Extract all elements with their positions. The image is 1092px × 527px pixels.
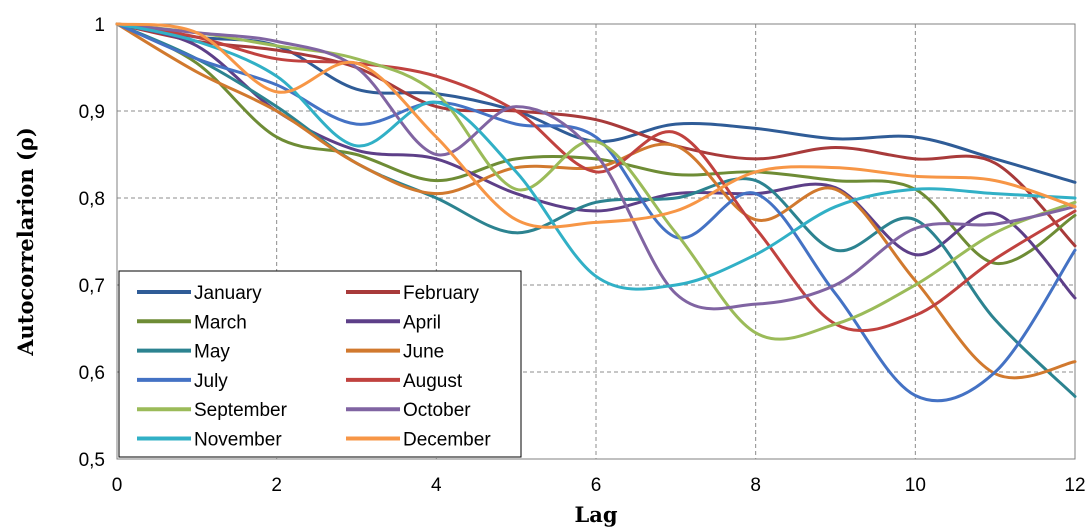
legend: January February March April May June July Augu… — [118, 270, 522, 458]
legend-label-november: November — [194, 430, 282, 451]
legend-box — [118, 270, 522, 458]
y-axis-title: Autocorrelarion (ρ) — [13, 127, 38, 357]
y-tick-label: 0,7 — [79, 276, 105, 297]
series-line-march — [115, 22, 1077, 265]
series-line-september — [115, 22, 1077, 341]
series-line-october — [115, 22, 1077, 311]
x-axis-title: Lag — [574, 502, 617, 527]
x-tick-label: 10 — [905, 475, 926, 496]
legend-label-may: May — [194, 342, 230, 363]
legend-label-august: August — [403, 371, 463, 392]
x-tick-label: 2 — [271, 475, 282, 496]
x-tick-label: 12 — [1064, 475, 1085, 496]
x-tick-label: 4 — [431, 475, 442, 496]
series-line-june — [115, 22, 1077, 380]
legend-label-january: January — [194, 283, 262, 304]
y-tick-label: 1 — [94, 15, 105, 36]
legend-label-october: October — [403, 400, 471, 421]
x-tick-label: 6 — [591, 475, 602, 496]
series-line-december — [115, 22, 1077, 229]
legend-label-april: April — [403, 312, 441, 333]
legend-label-december: December — [403, 430, 491, 451]
series-lines — [115, 22, 1077, 403]
legend-label-february: February — [403, 283, 480, 304]
x-tick-label: 8 — [750, 475, 761, 496]
y-tick-label: 0,6 — [79, 363, 105, 384]
x-axis-ticks: 0 2 4 6 8 10 12 — [112, 475, 1086, 496]
y-tick-label: 0,8 — [79, 189, 105, 210]
y-axis-ticks: 0,5 0,6 0,7 0,8 0,9 1 — [79, 15, 105, 471]
legend-label-september: September — [194, 400, 288, 421]
series-line-february — [115, 22, 1077, 248]
series-line-july — [115, 22, 1077, 403]
legend-label-march: March — [194, 312, 247, 333]
x-tick-label: 0 — [112, 475, 123, 496]
plot-area-frame — [116, 23, 1076, 460]
series-line-august — [115, 22, 1077, 333]
legend-label-june: June — [403, 342, 444, 363]
y-tick-label: 0,9 — [79, 102, 105, 123]
y-tick-label: 0,5 — [79, 450, 105, 471]
series-line-november — [115, 22, 1077, 291]
legend-label-july: July — [194, 371, 228, 392]
